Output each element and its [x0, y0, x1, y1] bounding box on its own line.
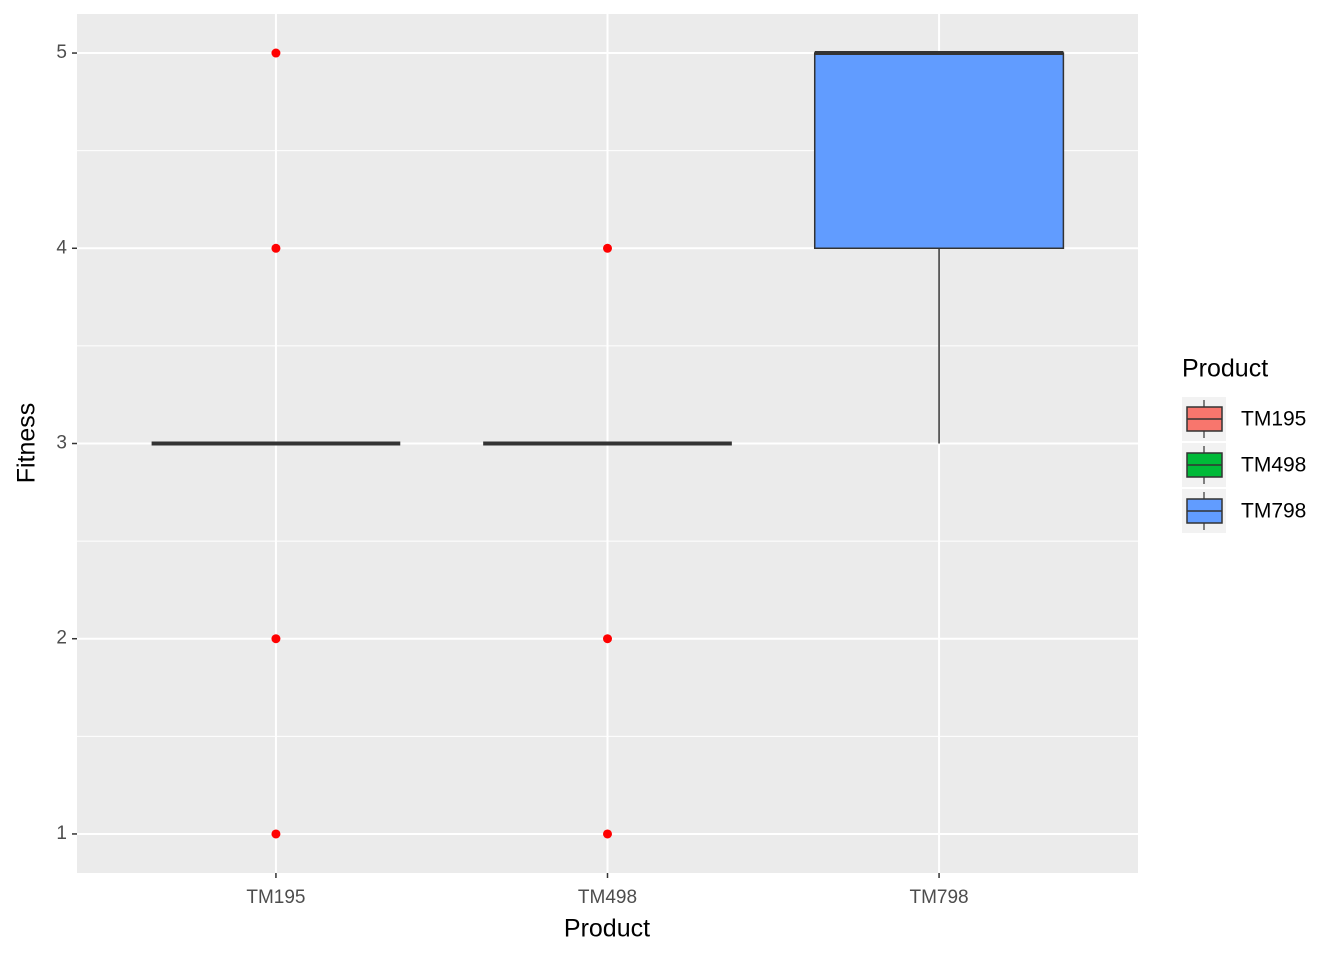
legend: TM195 TM498 TM798: [1182, 397, 1306, 533]
x-tick-label: TM798: [909, 887, 968, 908]
x-tick-label: TM195: [246, 887, 305, 908]
outlier: [603, 829, 612, 839]
x-axis-title: Product: [564, 915, 650, 943]
y-tick-label: 2: [56, 628, 67, 649]
y-tick-label: 1: [56, 823, 67, 844]
x-tick-label: TM498: [578, 887, 637, 908]
box: [813, 52, 1065, 250]
axes: 1 2 3 4 5 TM195 TM498 TM798: [56, 42, 968, 908]
outlier: [271, 829, 281, 839]
legend-label: TM798: [1241, 500, 1306, 523]
legend-label: TM498: [1241, 454, 1306, 477]
outlier: [603, 634, 612, 644]
outlier: [271, 48, 281, 58]
legend-title: Product: [1182, 355, 1268, 383]
legend-label: TM195: [1241, 408, 1306, 431]
y-tick-label: 4: [56, 237, 67, 258]
outlier: [603, 243, 612, 253]
y-tick-label: 3: [56, 433, 67, 454]
y-axis-title: Fitness: [13, 403, 41, 484]
y-tick-label: 5: [56, 42, 67, 63]
marks: [151, 48, 1065, 839]
outlier: [271, 243, 281, 253]
outlier: [271, 634, 281, 644]
